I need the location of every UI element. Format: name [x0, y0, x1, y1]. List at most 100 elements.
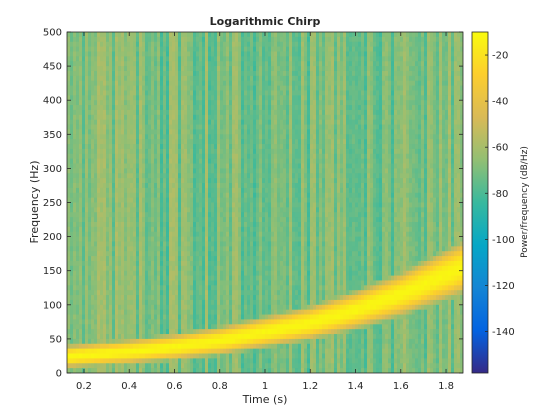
heatmap-cell: [70, 353, 74, 359]
heatmap-cell: [199, 178, 203, 184]
heatmap-cell: [274, 236, 278, 242]
heatmap-cell: [184, 124, 188, 130]
heatmap-cell: [262, 197, 266, 203]
heatmap-cell: [115, 226, 119, 233]
heatmap-cell: [199, 173, 203, 179]
heatmap-cell: [265, 353, 269, 359]
heatmap-cell: [214, 134, 218, 140]
heatmap-cell: [88, 114, 92, 121]
heatmap-cell: [268, 212, 272, 218]
heatmap-cell: [199, 124, 203, 130]
heatmap-cell: [136, 304, 140, 311]
heatmap-cell: [181, 363, 185, 369]
heatmap-cell: [169, 178, 173, 184]
heatmap-cell: [115, 75, 119, 82]
heatmap-cell: [142, 299, 146, 306]
heatmap-cell: [217, 41, 221, 48]
heatmap-cell: [196, 183, 200, 189]
heatmap-cell: [241, 217, 245, 223]
heatmap-cell: [208, 158, 212, 165]
heatmap-cell: [151, 32, 155, 38]
heatmap-cell: [85, 221, 89, 228]
heatmap-cell: [169, 338, 173, 345]
heatmap-cell: [262, 270, 266, 277]
heatmap-cell: [205, 124, 209, 130]
heatmap-cell: [157, 338, 161, 345]
heatmap-cell: [277, 241, 281, 247]
heatmap-cell: [127, 270, 131, 277]
heatmap-cell: [229, 148, 233, 155]
heatmap-cell: [223, 41, 227, 48]
heatmap-cell: [91, 314, 95, 320]
heatmap-cell: [142, 212, 146, 218]
heatmap-cell: [229, 187, 233, 194]
heatmap-cell: [226, 129, 230, 135]
heatmap-cell: [145, 139, 149, 145]
heatmap-cell: [88, 46, 92, 52]
heatmap-cell: [211, 334, 215, 340]
heatmap-cell: [172, 353, 176, 359]
heatmap-cell: [223, 348, 227, 355]
heatmap-cell: [217, 168, 221, 174]
heatmap-cell: [247, 324, 251, 330]
heatmap-cell: [250, 139, 254, 145]
heatmap-cell: [211, 105, 215, 111]
heatmap-cell: [82, 85, 86, 91]
heatmap-cell: [109, 144, 113, 150]
heatmap-cell: [268, 265, 272, 272]
heatmap-cell: [76, 109, 80, 116]
heatmap-cell: [163, 348, 167, 355]
heatmap-cell: [133, 148, 137, 155]
heatmap-cell: [106, 80, 110, 87]
heatmap-cell: [151, 338, 155, 345]
heatmap-cell: [91, 241, 95, 247]
heatmap-cell: [187, 309, 191, 316]
heatmap-cell: [208, 236, 212, 242]
heatmap-cell: [217, 353, 221, 359]
heatmap-cell: [184, 85, 188, 91]
heatmap-cell: [172, 36, 176, 43]
heatmap-cell: [271, 265, 275, 272]
heatmap-cell: [178, 217, 182, 223]
heatmap-cell: [67, 202, 71, 208]
heatmap-cell: [211, 221, 215, 228]
heatmap-cell: [265, 80, 269, 87]
heatmap-cell: [274, 358, 278, 364]
heatmap-cell: [262, 144, 266, 150]
heatmap-cell: [148, 173, 152, 179]
heatmap-cell: [190, 163, 194, 169]
heatmap-cell: [76, 187, 80, 194]
heatmap-cell: [154, 299, 158, 306]
heatmap-cell: [178, 324, 182, 330]
heatmap-cell: [88, 75, 92, 82]
heatmap-cell: [178, 226, 182, 233]
heatmap-cell: [193, 129, 197, 135]
heatmap-cell: [94, 280, 98, 286]
heatmap-cell: [94, 368, 98, 373]
heatmap-cell: [118, 51, 122, 57]
heatmap-cell: [247, 75, 251, 82]
heatmap-cell: [274, 319, 278, 325]
heatmap-cell: [127, 70, 131, 77]
heatmap-cell: [232, 202, 236, 208]
heatmap-cell: [250, 275, 254, 281]
heatmap-cell: [73, 66, 77, 72]
heatmap-cell: [262, 299, 266, 306]
heatmap-cell: [184, 183, 188, 189]
heatmap-cell: [199, 285, 203, 291]
heatmap-cell: [232, 334, 236, 340]
heatmap-cell: [277, 363, 281, 369]
heatmap-cell: [250, 46, 254, 52]
heatmap-cell: [118, 197, 122, 203]
heatmap-cell: [157, 246, 161, 252]
heatmap-cell: [268, 51, 272, 57]
heatmap-cell: [220, 353, 224, 359]
heatmap-cell: [181, 217, 185, 223]
heatmap-cell: [121, 368, 125, 373]
heatmap-cell: [121, 304, 125, 311]
heatmap-cell: [253, 363, 257, 369]
heatmap-cell: [214, 217, 218, 223]
heatmap-cell: [148, 105, 152, 111]
heatmap-cell: [166, 61, 170, 67]
heatmap-cell: [223, 153, 227, 160]
